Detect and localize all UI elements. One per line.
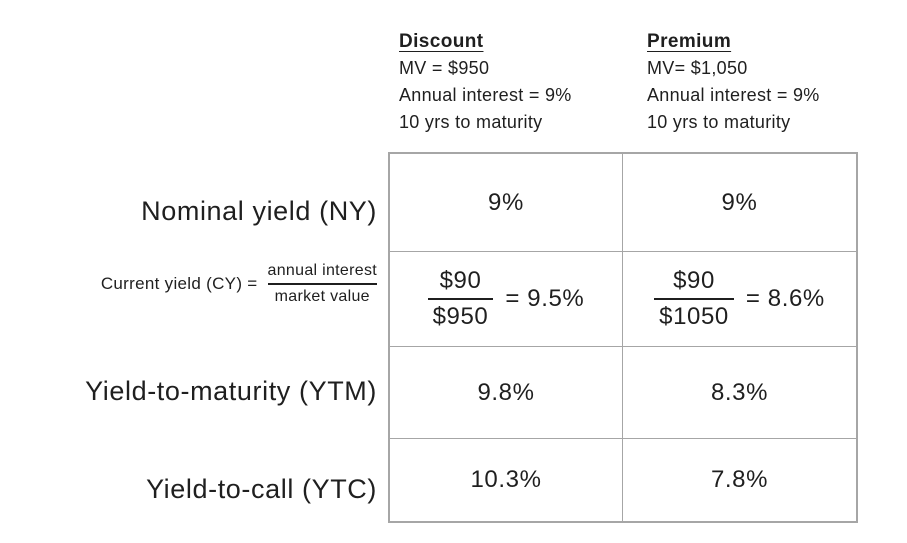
cell-nominal-discount: 9% bbox=[390, 154, 623, 252]
cell-ytm-discount: 9.8% bbox=[390, 347, 623, 439]
nominal-discount-value: 9% bbox=[488, 188, 524, 216]
formula-denominator: market value bbox=[274, 288, 370, 305]
current-yield-formula-fraction: annual interest market value bbox=[267, 262, 377, 306]
discount-market-value: MV = $950 bbox=[399, 58, 490, 78]
fraction-bar bbox=[427, 298, 494, 300]
ytc-premium-value: 7.8% bbox=[710, 466, 769, 493]
current-premium-denominator: $1050 bbox=[659, 303, 729, 330]
premium-maturity: 10 yrs to maturity bbox=[647, 112, 791, 132]
discount-title: Discount bbox=[399, 31, 484, 52]
current-yield-label: Current yield (CY) = annual interest mar… bbox=[101, 262, 377, 306]
nominal-yield-label: Nominal yield (NY) bbox=[141, 196, 377, 226]
cell-ytc-discount: 10.3% bbox=[390, 439, 623, 521]
premium-annual-interest: Annual interest = 9% bbox=[647, 85, 820, 105]
cell-current-discount: $90 $950 = 9.5% bbox=[390, 252, 623, 347]
ytm-discount-value: 9.8% bbox=[477, 378, 535, 406]
ytc-discount-value: 10.3% bbox=[470, 466, 542, 493]
discount-maturity: 10 yrs to maturity bbox=[399, 112, 543, 132]
premium-column-header: Premium MV= $1,050 Annual interest = 9% … bbox=[647, 28, 897, 136]
current-discount-fraction: $90 $950 bbox=[427, 267, 494, 331]
current-premium-numerator: $90 bbox=[673, 267, 715, 294]
yield-comparison-table: 9% 9% $90 $950 = 9.5% $90 $1050 = 8.6% 9… bbox=[388, 152, 858, 523]
fraction-bar bbox=[267, 283, 377, 285]
current-premium-fraction: $90 $1050 bbox=[654, 267, 734, 331]
discount-annual-interest: Annual interest = 9% bbox=[399, 85, 572, 105]
yield-to-maturity-label: Yield-to-maturity (YTM) bbox=[85, 376, 377, 406]
yield-to-call-label: Yield-to-call (YTC) bbox=[146, 474, 377, 504]
cell-nominal-premium: 9% bbox=[623, 154, 856, 252]
premium-market-value: MV= $1,050 bbox=[647, 58, 748, 78]
current-discount-numerator: $90 bbox=[439, 267, 482, 294]
fraction-bar bbox=[654, 298, 734, 300]
nominal-premium-value: 9% bbox=[721, 188, 758, 216]
cell-ytc-premium: 7.8% bbox=[623, 439, 856, 521]
ytm-premium-value: 8.3% bbox=[710, 378, 769, 406]
current-discount-result: = 9.5% bbox=[505, 285, 585, 312]
cell-current-premium: $90 $1050 = 8.6% bbox=[623, 252, 856, 347]
current-yield-prefix: Current yield (CY) = bbox=[100, 274, 258, 293]
discount-column-header: Discount MV = $950 Annual interest = 9% … bbox=[399, 28, 649, 136]
cell-ytm-premium: 8.3% bbox=[623, 347, 856, 439]
current-discount-denominator: $950 bbox=[432, 303, 489, 330]
formula-numerator: annual interest bbox=[267, 262, 377, 279]
premium-title: Premium bbox=[647, 31, 732, 52]
current-premium-result: = 8.6% bbox=[745, 285, 825, 312]
